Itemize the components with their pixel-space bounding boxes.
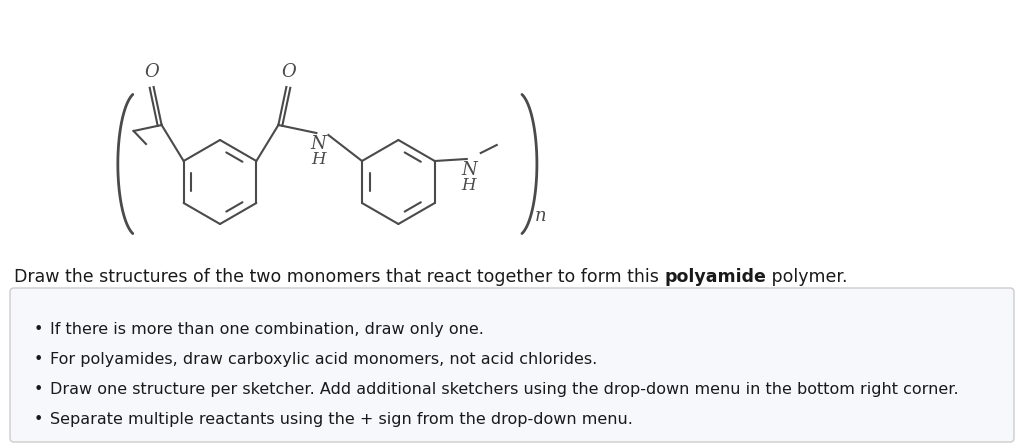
Text: For polyamides, draw carboxylic acid monomers, not acid chlorides.: For polyamides, draw carboxylic acid mon… [50,352,597,367]
Text: •: • [34,352,43,367]
Text: •: • [34,382,43,397]
Text: If there is more than one combination, draw only one.: If there is more than one combination, d… [50,322,484,337]
Text: H: H [311,151,326,168]
Text: Draw one structure per sketcher. Add additional sketchers using the drop-down me: Draw one structure per sketcher. Add add… [50,382,958,397]
Text: Separate multiple reactants using the + sign from the drop-down menu.: Separate multiple reactants using the + … [50,412,633,427]
Text: N: N [461,161,476,179]
Text: n: n [535,207,547,225]
Text: polymer.: polymer. [766,268,848,286]
Text: H: H [462,177,476,194]
FancyBboxPatch shape [10,288,1014,442]
Text: •: • [34,412,43,427]
Text: •: • [34,322,43,337]
Text: N: N [310,135,327,153]
Text: polyamide: polyamide [665,268,766,286]
Text: O: O [144,63,159,81]
Text: O: O [281,63,296,81]
Text: Draw the structures of the two monomers that react together to form this: Draw the structures of the two monomers … [14,268,665,286]
